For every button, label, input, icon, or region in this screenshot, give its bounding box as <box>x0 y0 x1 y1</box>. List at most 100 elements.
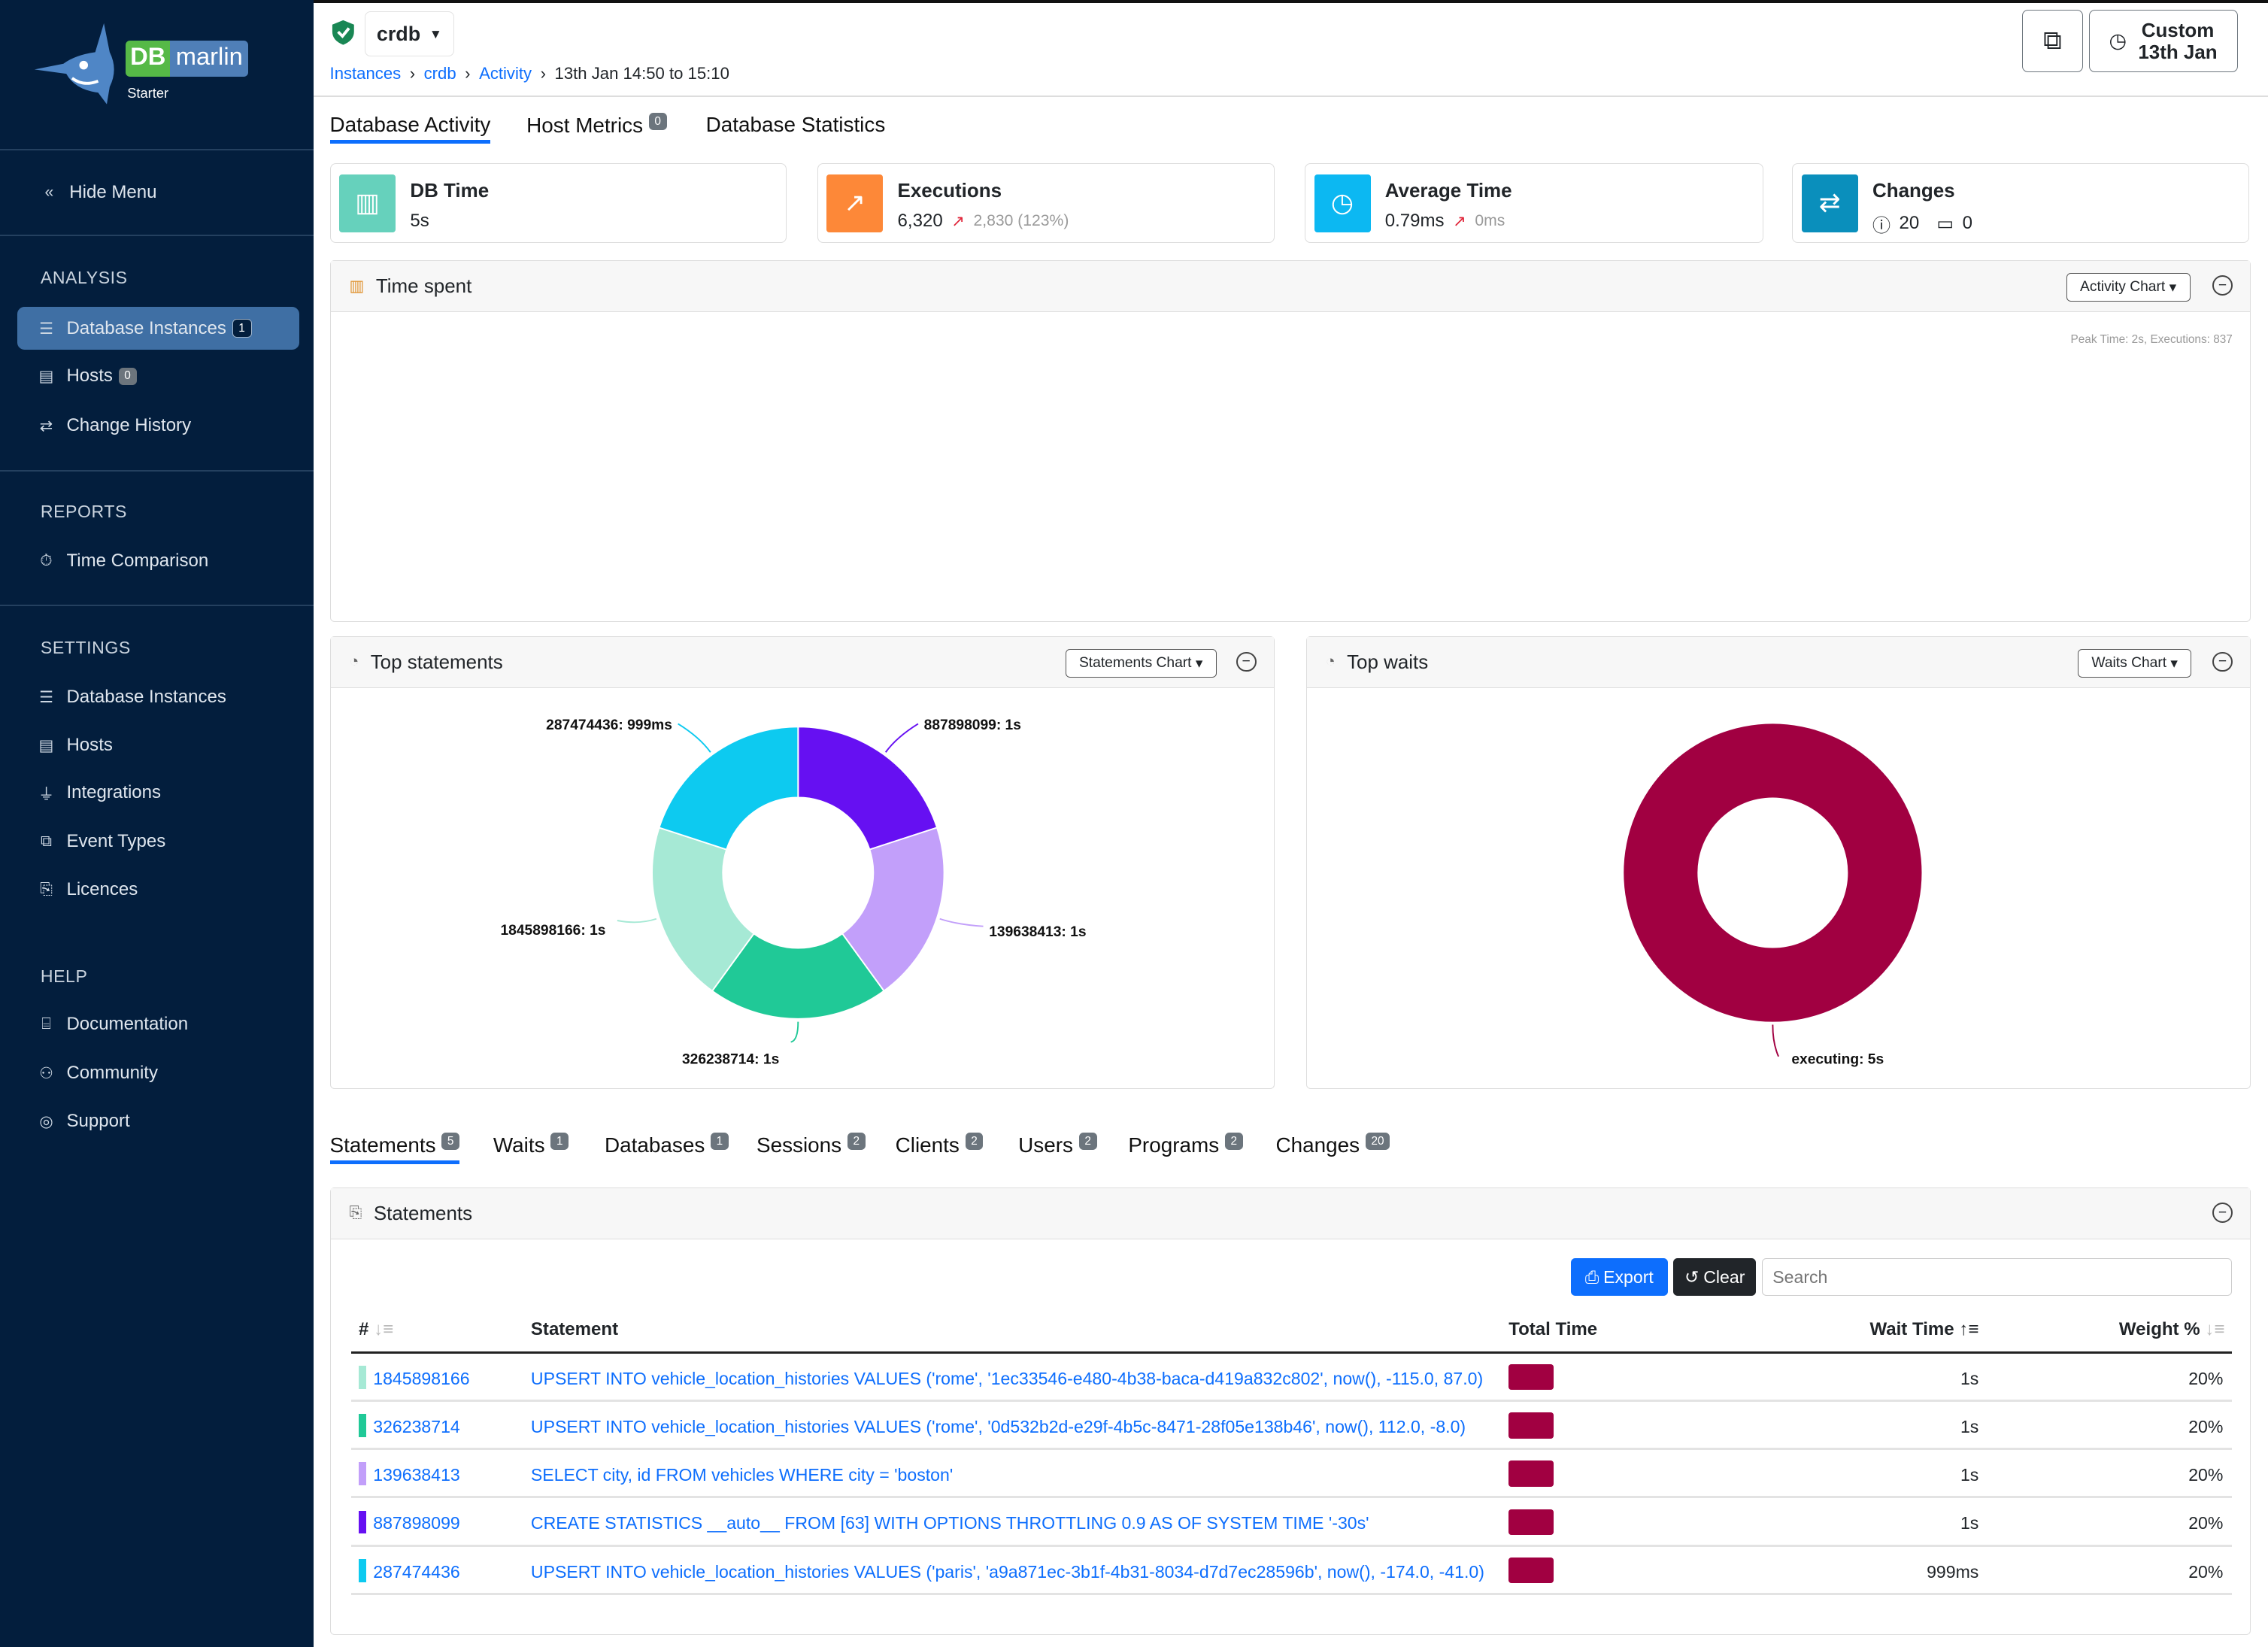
statement-text-link[interactable]: SELECT city, id FROM vehicles WHERE city… <box>530 1465 954 1485</box>
tab-sessions[interactable]: Sessions 2 <box>757 1133 866 1157</box>
time-range-label: Custom <box>2141 18 2215 41</box>
search-input[interactable] <box>1761 1258 2232 1297</box>
section-help: HELP <box>40 966 88 986</box>
breadcrumb-activity[interactable]: Activity <box>479 63 532 83</box>
time-range-button[interactable]: ◷ Custom 13th Jan <box>2088 10 2238 73</box>
tab-databases[interactable]: Databases 1 <box>605 1133 729 1157</box>
tab-host-metrics[interactable]: Host Metrics 0 <box>526 113 667 138</box>
sidebar-item-community[interactable]: ⚇ Community <box>17 1051 299 1095</box>
weight-percent: 20% <box>2188 1561 2224 1582</box>
wait-time: 999ms <box>1927 1561 1979 1582</box>
tab-label: Clients <box>895 1133 960 1157</box>
statement-text-link[interactable]: UPSERT INTO vehicle_location_histories V… <box>530 1368 1484 1388</box>
sidebar-item-licences[interactable]: ⎘ Licences <box>17 868 299 911</box>
breadcrumb-instances[interactable]: Instances <box>329 63 402 83</box>
clear-button[interactable]: ↺ Clear <box>1673 1258 1757 1297</box>
column-header-total-time[interactable]: Total Time <box>1508 1319 1598 1340</box>
donut-slice[interactable] <box>796 726 938 851</box>
slice-label: executing: 5s <box>1791 1052 1884 1068</box>
copy-button[interactable]: ⧉ <box>2022 10 2083 73</box>
collapse-icon[interactable]: − <box>2212 275 2233 296</box>
sidebar-item-integrations[interactable]: ⏚ Integrations <box>17 771 299 814</box>
sidebar-item-hosts[interactable]: ▤ Hosts 0 <box>17 354 299 398</box>
column-header-weight[interactable]: Weight % ↓≡ <box>2119 1319 2224 1340</box>
row-color-swatch <box>359 1462 366 1486</box>
sidebar-item-settings-database-instances[interactable]: ☰ Database Instances <box>17 675 299 719</box>
donut-slice[interactable] <box>657 726 799 851</box>
hide-menu-button[interactable]: « Hide Menu <box>20 171 302 214</box>
column-header-wait-time[interactable]: Wait Time ↑≡ <box>1869 1319 1978 1340</box>
bar-chart-icon: ▥ <box>339 174 396 232</box>
donut-slice[interactable] <box>1624 723 1922 1022</box>
tab-users[interactable]: Users 2 <box>1018 1133 1097 1157</box>
statement-id-link[interactable]: 326238714 <box>373 1416 460 1436</box>
count-badge: 2 <box>847 1133 866 1151</box>
sidebar-item-settings-hosts[interactable]: ▤ Hosts <box>17 723 299 767</box>
donut-slice[interactable] <box>841 827 944 993</box>
event-types-icon: ⧉ <box>40 833 53 851</box>
collapse-icon[interactable]: − <box>1236 651 1257 672</box>
card-value: 0.79ms <box>1384 210 1445 231</box>
count-badge: 1 <box>710 1133 729 1151</box>
sidebar-item-change-history[interactable]: ⇄ Change History <box>17 404 299 447</box>
column-header-id[interactable]: # ↓≡ <box>359 1319 393 1340</box>
tab-programs[interactable]: Programs 2 <box>1128 1133 1243 1157</box>
column-header-statement[interactable]: Statement <box>530 1319 619 1340</box>
export-button[interactable]: ⎙ Export <box>1570 1258 1668 1297</box>
sidebar-item-time-comparison[interactable]: ⏱ Time Comparison <box>17 539 299 583</box>
table-header: # ↓≡ Statement Total Time Wait Time ↑≡ W… <box>351 1316 2232 1354</box>
sidebar-item-database-instances[interactable]: ☰ Database Instances 1 <box>17 306 300 350</box>
donut-slice[interactable] <box>711 933 885 1021</box>
section-reports: REPORTS <box>40 502 128 522</box>
statement-text-link[interactable]: UPSERT INTO vehicle_location_histories V… <box>530 1561 1484 1582</box>
breadcrumb-crdb[interactable]: crdb <box>423 63 456 83</box>
slice-leader-line <box>884 723 918 754</box>
sidebar-item-documentation[interactable]: ⌸ Documentation <box>17 1002 299 1046</box>
tab-waits[interactable]: Waits 1 <box>493 1133 569 1157</box>
sidebar-item-label: Hosts <box>66 734 113 755</box>
statement-id-link[interactable]: 139638413 <box>373 1465 460 1485</box>
activity-chart-dropdown[interactable]: Activity Chart ▾ <box>2066 272 2191 302</box>
stopwatch-icon: ⏱ <box>40 552 53 570</box>
card-delta: 2,830 (123%) <box>973 211 1069 229</box>
slice-leader-line <box>1772 1024 1779 1057</box>
collapse-icon[interactable]: − <box>2212 651 2233 672</box>
calendar-icon: ▭ <box>1936 213 1954 234</box>
collapse-icon[interactable]: − <box>2212 1203 2233 1224</box>
statement-id-link[interactable]: 287474436 <box>373 1561 460 1582</box>
slice-label: 287474436: 999ms <box>546 717 672 733</box>
tab-database-statistics[interactable]: Database Statistics <box>706 113 886 137</box>
dbmarlin-logo[interactable]: DB marlin Starter <box>32 20 263 107</box>
count-badge: 0 <box>118 367 137 385</box>
sidebar-item-label: Integrations <box>66 782 162 803</box>
tab-clients[interactable]: Clients 2 <box>896 1133 984 1157</box>
instance-name: crdb <box>376 22 421 45</box>
statement-id-link[interactable]: 887898099 <box>373 1513 460 1533</box>
count-badge: 2 <box>965 1133 984 1151</box>
tab-statements[interactable]: Statements 5 <box>329 1133 460 1165</box>
sidebar-item-support[interactable]: ◎ Support <box>17 1100 299 1143</box>
sidebar-item-event-types[interactable]: ⧉ Event Types <box>17 820 299 864</box>
donut-slice[interactable] <box>650 827 755 993</box>
tab-changes[interactable]: Changes 20 <box>1276 1133 1390 1157</box>
panel-title: Time spent <box>375 274 472 297</box>
statement-id-link[interactable]: 1845898166 <box>373 1368 470 1388</box>
bar-chart-icon: ▥ <box>349 278 365 296</box>
copy-icon: ⧉ <box>2043 26 2062 56</box>
calendar-count[interactable]: 0 <box>1962 213 1972 234</box>
statement-text-link[interactable]: UPSERT INTO vehicle_location_histories V… <box>530 1416 1466 1436</box>
table-row: 887898099 CREATE STATISTICS __auto__ FRO… <box>351 1499 2232 1547</box>
plug-icon: ⏚ <box>38 785 55 803</box>
pie-chart-icon: ◔ <box>1325 653 1336 671</box>
instance-dropdown[interactable]: crdb ▼ <box>364 11 454 56</box>
tab-database-activity[interactable]: Database Activity <box>329 113 491 144</box>
undo-icon: ↺ <box>1684 1266 1699 1287</box>
card-title: DB Time <box>410 178 490 202</box>
statement-text-link[interactable]: CREATE STATISTICS __auto__ FROM [63] WIT… <box>530 1513 1369 1533</box>
clock-icon: ◷ <box>1314 174 1371 232</box>
statements-chart-dropdown[interactable]: Statements Chart ▾ <box>1065 648 1217 678</box>
wait-time: 1s <box>1960 1368 1979 1388</box>
waits-chart-dropdown[interactable]: Waits Chart ▾ <box>2078 648 2192 678</box>
export-label: Export <box>1603 1266 1654 1287</box>
info-count[interactable]: 20 <box>1899 213 1920 234</box>
